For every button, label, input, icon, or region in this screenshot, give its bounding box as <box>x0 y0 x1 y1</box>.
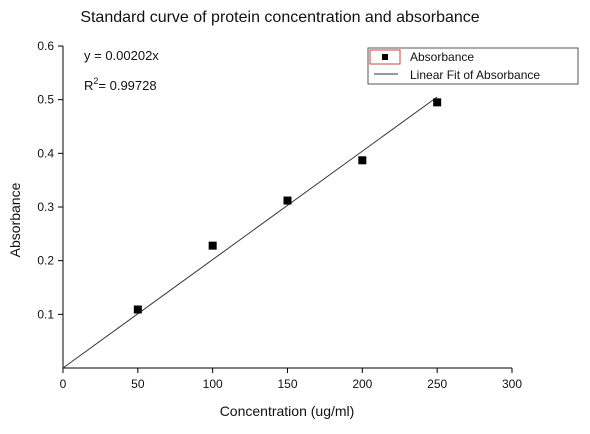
y-tick-label: 0.2 <box>37 254 54 268</box>
legend-label-fit: Linear Fit of Absorbance <box>410 68 540 82</box>
x-tick-label: 50 <box>131 377 145 391</box>
legend-label-absorbance: Absorbance <box>410 50 474 64</box>
x-tick-label: 0 <box>60 377 67 391</box>
r-squared-value: = 0.99728 <box>98 78 156 93</box>
data-point <box>208 241 217 250</box>
legend-box <box>367 47 579 85</box>
chart-title: Standard curve of protein concentration … <box>80 9 479 26</box>
y-tick-label: 0.1 <box>37 307 54 321</box>
x-tick-label: 250 <box>427 377 447 391</box>
y-tick-label: 0.4 <box>37 146 54 160</box>
x-tick-label: 200 <box>352 377 372 391</box>
y-axis-label: Absorbance <box>7 182 23 257</box>
data-point <box>358 156 367 165</box>
r-squared-superscript: 2 <box>93 76 98 86</box>
data-point <box>133 305 142 314</box>
legend-marker-absorbance <box>382 54 388 60</box>
data-point <box>283 196 292 205</box>
x-tick-label: 300 <box>502 377 522 391</box>
fit-line <box>62 96 438 369</box>
x-axis-label: Concentration (ug/ml) <box>220 403 355 419</box>
legend-symbol-frame <box>369 49 401 65</box>
x-tick-label: 150 <box>277 377 297 391</box>
r-squared-symbol: R <box>84 78 93 93</box>
y-tick-label: 0.3 <box>37 200 54 214</box>
x-tick-label: 100 <box>203 377 223 391</box>
y-tick-label: 0.6 <box>37 39 54 53</box>
y-tick-label: 0.5 <box>37 93 54 107</box>
fit-equation: y = 0.00202x <box>84 48 159 63</box>
legend: Absorbance Linear Fit of Absorbance <box>367 47 579 85</box>
data-point <box>433 98 442 107</box>
r-squared: R2= 0.99728 <box>84 76 157 93</box>
